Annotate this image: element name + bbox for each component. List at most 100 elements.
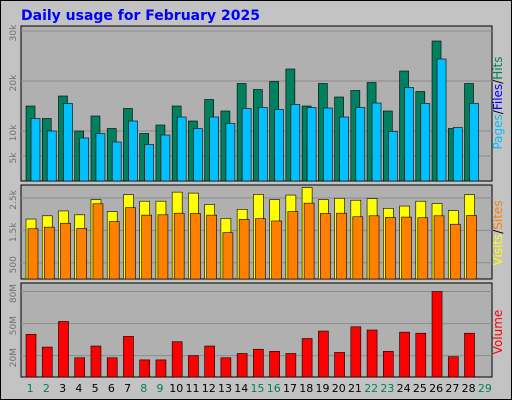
bar-volume [41, 346, 53, 378]
bar-pages [436, 58, 447, 182]
bar-pages [63, 103, 73, 182]
bar-pages [225, 123, 236, 182]
x-tick-label: 7 [124, 382, 131, 395]
bar-sites [368, 215, 380, 280]
bar-sites [125, 207, 136, 280]
bar-sites [466, 215, 477, 280]
x-tick-label: 29 [478, 382, 492, 395]
y-tick-label: 20M [9, 348, 19, 367]
y-tick-label: 30k [9, 24, 19, 41]
bar-sites [108, 221, 120, 280]
bar-sites [336, 212, 347, 280]
x-tick-label: 19 [315, 382, 329, 395]
bar-sites [287, 211, 299, 280]
bar-sites [157, 214, 169, 280]
legend-entry: / [491, 229, 505, 234]
bar-volume [106, 357, 118, 378]
bar-volume [318, 330, 329, 378]
bar-pages [469, 103, 479, 182]
x-tick-label: 3 [59, 382, 66, 395]
x-tick-label: 23 [380, 382, 394, 395]
y-tick-label: 1.5k [9, 222, 19, 242]
x-tick-label: 25 [413, 382, 427, 395]
bar-sites [417, 217, 429, 280]
x-tick-label: 22 [364, 382, 378, 395]
x-tick-label: 2 [43, 382, 50, 395]
x-tick-label: 17 [283, 382, 297, 395]
x-tick-label: 8 [140, 382, 147, 395]
bar-volume [236, 353, 248, 378]
bar-sites [141, 214, 152, 280]
bar-volume [25, 333, 37, 378]
x-tick-label: 16 [267, 382, 281, 395]
panel-volume: 20M 50M 80M Volume [9, 282, 505, 378]
x-tick-label: 5 [92, 382, 99, 395]
bar-volume [58, 321, 69, 378]
legend-visits: Visits/Sites [491, 200, 505, 265]
bar-sites [401, 216, 412, 280]
y-tick-label: 20k [9, 74, 19, 91]
bar-sites [222, 232, 234, 280]
bar-pages [46, 130, 57, 182]
x-tick-label: 10 [169, 382, 183, 395]
legend-entry: Sites [491, 200, 505, 229]
bar-pages [355, 107, 366, 182]
bar-pages [452, 127, 463, 182]
bar-volume [285, 353, 297, 378]
bar-sites [271, 220, 282, 280]
x-tick-label: 4 [75, 382, 82, 395]
x-tick-label: 13 [218, 382, 232, 395]
bar-volume [383, 351, 394, 378]
bar-pages [79, 137, 90, 182]
bar-pages [404, 87, 414, 182]
bar-sites [43, 226, 55, 280]
bar-pages [339, 116, 349, 182]
bar-sites [206, 214, 217, 280]
bar-sites [385, 217, 396, 280]
bar-sites [238, 219, 250, 280]
bar-pages [111, 141, 122, 182]
legend-entry: / [491, 79, 505, 84]
bar-pages [323, 107, 333, 182]
bar-volume [334, 352, 345, 378]
x-tick-label: 11 [186, 382, 200, 395]
bar-sites [76, 228, 88, 280]
x-tick-label: 18 [299, 382, 313, 395]
y-tick-label: 50M [9, 316, 19, 335]
bar-sites [173, 212, 185, 280]
bar-volume [464, 332, 475, 378]
bar-pages [193, 128, 203, 182]
bar-pages [160, 134, 171, 182]
bar-volume [171, 341, 183, 378]
x-tick-label: 27 [445, 382, 459, 395]
x-tick-label: 9 [157, 382, 164, 395]
bar-pages [30, 118, 41, 182]
bar-volume [253, 348, 264, 378]
bar-pages [371, 102, 382, 182]
bar-pages [128, 120, 138, 182]
y-tick-label: 2.5k [9, 189, 19, 209]
legend-entry: / [491, 109, 505, 114]
legend-volume: Volume [491, 310, 505, 355]
bar-sites [190, 213, 201, 280]
x-tick-label: 24 [397, 382, 411, 395]
bar-volume [204, 345, 215, 378]
bar-volume [74, 357, 86, 378]
bar-volume [350, 326, 362, 378]
x-tick-label: 6 [108, 382, 115, 395]
bar-pages [241, 108, 252, 182]
bar-volume [301, 338, 313, 378]
bar-volume [139, 359, 150, 378]
bar-volume [415, 332, 427, 378]
bar-volume [447, 356, 459, 378]
bar-pages [258, 107, 268, 182]
bar-pages [209, 116, 219, 182]
bar-sites [449, 223, 461, 280]
legend-entry: Hits [491, 56, 505, 79]
bar-pages [290, 104, 301, 182]
legend-entry: Files [491, 84, 505, 110]
panel-visits: 500 1.5k 2.5k Visits/Sites [9, 184, 505, 280]
bar-volume [155, 359, 167, 378]
